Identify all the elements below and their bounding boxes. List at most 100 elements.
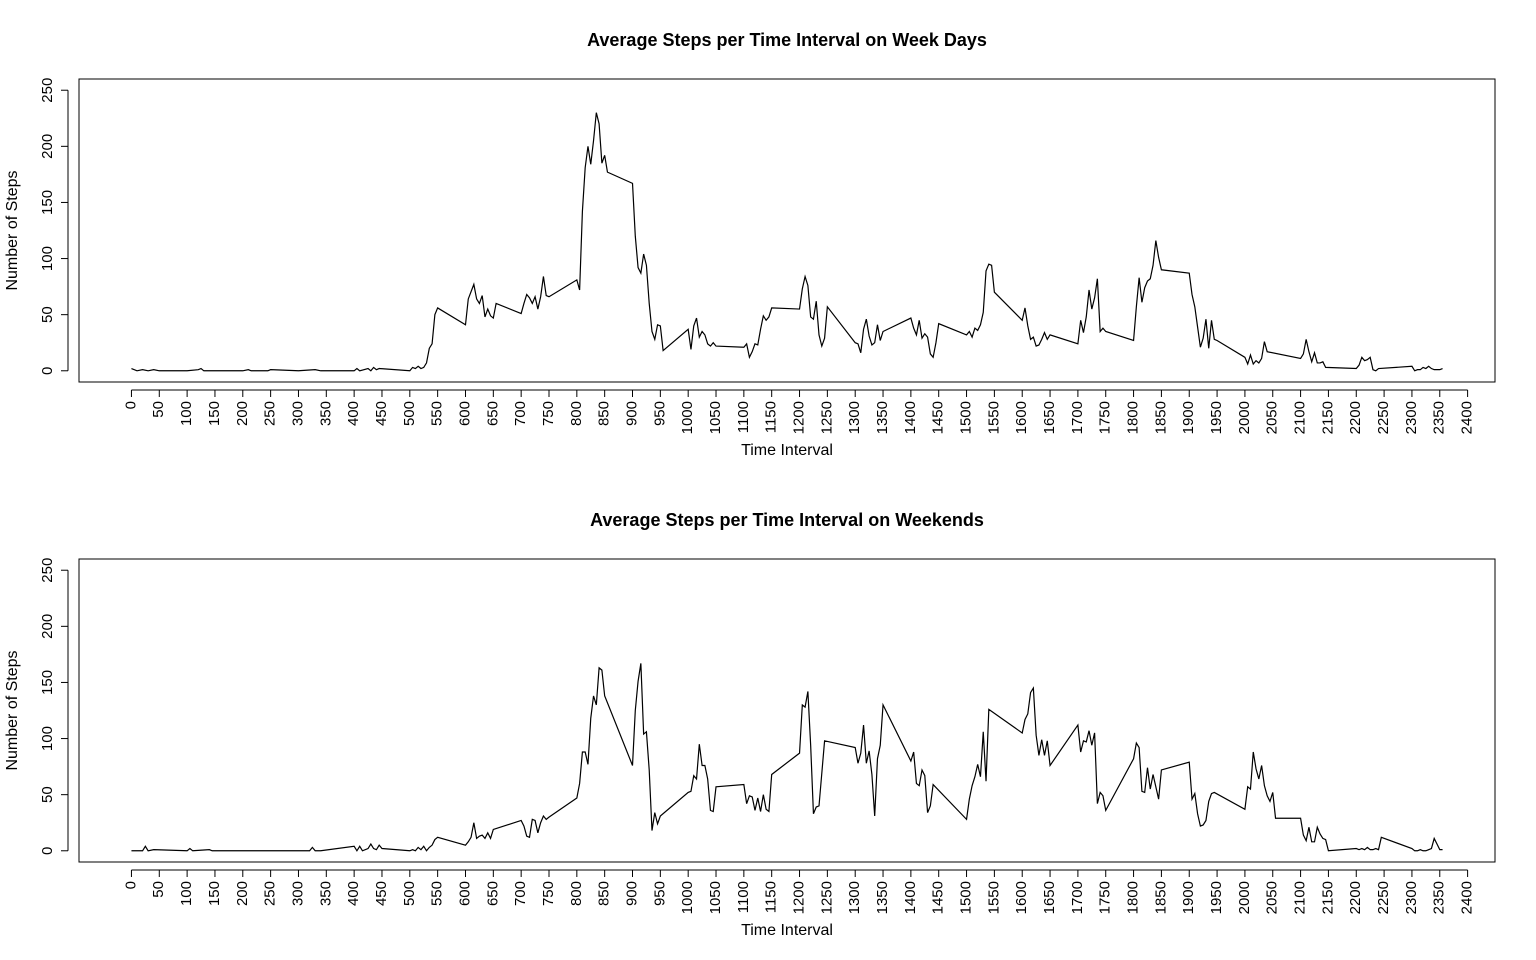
y-tick-label: 100 (39, 726, 56, 751)
x-tick-label: 1800 (1125, 401, 1142, 434)
x-tick-label: 350 (317, 881, 334, 906)
x-tick-label: 750 (540, 881, 557, 906)
x-tick-label: 800 (568, 401, 585, 426)
x-tick-label: 600 (456, 881, 473, 906)
x-tick-label: 1000 (679, 401, 696, 434)
x-tick-label: 1850 (1152, 401, 1169, 434)
x-tick-label: 450 (373, 881, 390, 906)
data-line (131, 663, 1443, 852)
x-tick-label: 0 (122, 881, 139, 889)
x-tick-label: 700 (512, 881, 529, 906)
plot-frame (78, 558, 1496, 863)
x-tick-label: 550 (429, 881, 446, 906)
x-tick-label: 1150 (763, 401, 780, 433)
x-tick-label: 1200 (790, 881, 807, 914)
x-tick-label: 150 (206, 881, 223, 906)
x-tick-label: 650 (484, 881, 501, 906)
y-axis-label: Number of Steps (4, 170, 21, 290)
x-tick-label: 100 (178, 881, 195, 906)
x-tick-label: 1950 (1208, 401, 1225, 434)
x-tick-label: 1050 (707, 401, 724, 434)
x-tick-label: 1350 (874, 881, 891, 914)
x-tick-label: 2000 (1236, 881, 1253, 914)
x-tick-label: 950 (651, 401, 668, 426)
x-tick-label: 1050 (707, 881, 724, 914)
x-tick-label: 2300 (1403, 881, 1420, 914)
y-tick-label: 0 (39, 367, 56, 375)
x-tick-label: 2200 (1347, 401, 1364, 434)
x-tick-label: 1300 (846, 401, 863, 434)
x-tick-label: 1650 (1041, 881, 1058, 914)
x-tick-label: 1750 (1097, 401, 1114, 434)
x-tick-label: 1000 (679, 881, 696, 914)
x-tick-label: 1600 (1013, 401, 1030, 434)
x-tick-label: 2150 (1319, 401, 1336, 434)
x-tick-label: 1700 (1069, 401, 1086, 434)
x-tick-label: 200 (234, 401, 251, 426)
x-tick-label: 250 (262, 881, 279, 906)
x-axis-label: Time Interval (741, 922, 833, 939)
y-tick-label: 100 (39, 246, 56, 271)
x-tick-label: 200 (234, 881, 251, 906)
x-tick-label: 500 (401, 881, 418, 906)
x-tick-label: 1650 (1041, 401, 1058, 434)
x-tick-label: 1400 (902, 401, 919, 434)
x-tick-label: 1550 (985, 401, 1002, 434)
x-tick-label: 1600 (1013, 881, 1030, 914)
x-tick-label: 2200 (1347, 881, 1364, 914)
x-axis-label: Time Interval (741, 442, 833, 459)
x-tick-label: 1150 (763, 881, 780, 913)
x-tick-label: 2150 (1319, 881, 1336, 914)
x-tick-label: 400 (345, 401, 362, 426)
x-tick-label: 800 (568, 881, 585, 906)
x-tick-label: 1100 (735, 881, 752, 913)
y-axis-label: Number of Steps (4, 650, 21, 770)
y-tick-label: 250 (39, 558, 56, 583)
y-tick-label: 200 (39, 614, 56, 639)
x-tick-label: 1200 (790, 401, 807, 434)
x-tick-label: 1900 (1180, 401, 1197, 434)
x-tick-label: 2350 (1431, 881, 1448, 914)
x-tick-label: 50 (150, 401, 167, 418)
x-tick-label: 1100 (735, 401, 752, 433)
x-tick-label: 1550 (985, 881, 1002, 914)
x-tick-label: 1500 (958, 401, 975, 434)
x-tick-label: 2050 (1264, 401, 1281, 434)
x-tick-label: 2050 (1264, 881, 1281, 914)
y-tick-label: 200 (39, 134, 56, 159)
x-tick-label: 50 (150, 881, 167, 898)
x-tick-label: 2250 (1375, 401, 1392, 434)
x-tick-label: 2300 (1403, 401, 1420, 434)
x-tick-label: 1250 (818, 401, 835, 434)
y-tick-label: 250 (39, 78, 56, 103)
x-tick-label: 2400 (1459, 401, 1476, 434)
y-tick-label: 150 (39, 190, 56, 215)
data-line (131, 112, 1443, 372)
y-tick-label: 50 (39, 306, 56, 323)
x-tick-label: 0 (122, 401, 139, 409)
x-tick-label: 750 (540, 401, 557, 426)
x-tick-label: 1350 (874, 401, 891, 434)
chart-title: Average Steps per Time Interval on Week … (587, 30, 987, 50)
panel: Average Steps per Time Interval on Weeke… (4, 510, 1496, 939)
x-tick-label: 250 (262, 401, 279, 426)
y-tick-label: 50 (39, 786, 56, 803)
x-tick-label: 1400 (902, 881, 919, 914)
x-tick-label: 950 (651, 881, 668, 906)
x-tick-label: 1900 (1180, 881, 1197, 914)
x-tick-label: 600 (456, 401, 473, 426)
x-tick-label: 850 (596, 881, 613, 906)
x-tick-label: 850 (596, 401, 613, 426)
plot-frame (78, 78, 1496, 383)
x-tick-label: 2250 (1375, 881, 1392, 914)
chart-title: Average Steps per Time Interval on Weeke… (590, 510, 984, 530)
x-tick-label: 2100 (1292, 881, 1309, 914)
x-tick-label: 300 (289, 881, 306, 906)
x-tick-label: 1500 (958, 881, 975, 914)
x-tick-label: 1450 (930, 401, 947, 434)
x-tick-label: 350 (317, 401, 334, 426)
x-tick-label: 1450 (930, 881, 947, 914)
x-tick-label: 2400 (1459, 881, 1476, 914)
y-tick-label: 150 (39, 670, 56, 695)
